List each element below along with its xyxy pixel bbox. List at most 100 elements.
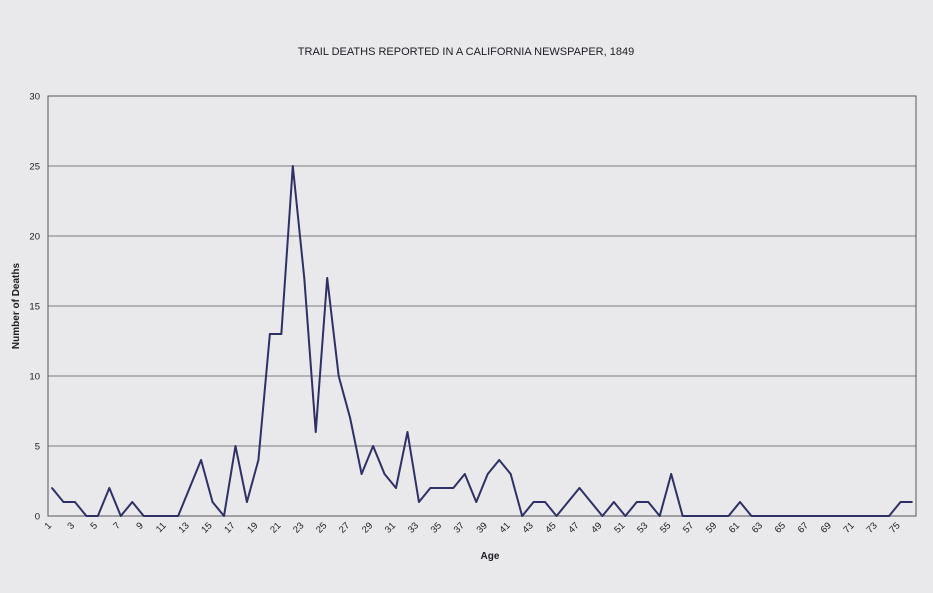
x-axis-label: Age <box>481 551 500 562</box>
x-tick-label: 41 <box>498 520 513 535</box>
x-tick-label: 9 <box>134 520 146 532</box>
data-point <box>177 515 180 517</box>
data-point <box>303 277 306 279</box>
x-tick-label: 53 <box>635 520 650 535</box>
data-point <box>372 445 374 447</box>
x-tick-label: 21 <box>268 520 283 535</box>
x-tick-label: 47 <box>566 520 581 535</box>
data-point <box>819 515 822 517</box>
x-tick-label: 39 <box>475 520 490 535</box>
data-point <box>807 515 810 517</box>
x-tick-label: 1 <box>43 520 55 532</box>
x-tick-label: 37 <box>452 520 467 535</box>
data-point <box>429 487 432 489</box>
data-point <box>521 515 524 517</box>
x-tick-label: 29 <box>360 520 375 535</box>
data-point <box>830 515 833 517</box>
data-point <box>532 501 535 503</box>
data-point <box>360 473 363 475</box>
data-point <box>337 375 340 377</box>
data-point <box>314 431 317 433</box>
data-point <box>647 501 650 503</box>
data-point <box>142 515 145 517</box>
data-point <box>280 333 283 335</box>
x-tick-label: 25 <box>314 520 329 535</box>
data-point <box>739 501 741 503</box>
data-point <box>452 487 455 489</box>
x-tick-label: 69 <box>819 520 834 535</box>
y-tick-label: 25 <box>29 162 40 173</box>
x-tick-label: 65 <box>773 520 788 535</box>
data-point <box>693 515 696 517</box>
data-point <box>911 501 913 503</box>
data-point <box>418 501 420 503</box>
data-point <box>544 501 546 503</box>
x-tick-label: 71 <box>842 520 857 535</box>
data-point <box>853 515 856 517</box>
data-point <box>658 515 661 517</box>
data-point <box>567 501 569 503</box>
data-point <box>406 431 409 433</box>
data-point <box>85 515 88 517</box>
data-point <box>475 501 478 503</box>
data-point <box>578 487 581 489</box>
x-tick-label: 75 <box>887 520 902 535</box>
data-point <box>590 501 592 503</box>
data-point <box>704 515 707 517</box>
x-tick-label: 67 <box>796 520 811 535</box>
data-point <box>383 473 386 475</box>
x-tick-label: 49 <box>589 520 604 535</box>
data-point <box>842 515 845 517</box>
data-point <box>612 501 615 503</box>
data-point <box>681 515 684 517</box>
data-point <box>440 487 443 489</box>
data-point <box>555 515 558 517</box>
data-point <box>716 515 718 517</box>
data-point <box>119 515 122 517</box>
data-point <box>268 333 271 335</box>
grid <box>48 165 916 447</box>
x-tick-label: 59 <box>704 520 719 535</box>
x-tick-label: 7 <box>111 520 123 532</box>
data-point <box>796 515 799 517</box>
data-point <box>463 473 466 475</box>
y-tick-label: 5 <box>35 442 40 453</box>
series-line-deaths <box>51 165 912 517</box>
x-tick-label: 3 <box>66 520 78 532</box>
data-point <box>865 515 868 517</box>
data-point <box>246 501 248 503</box>
data-point <box>727 515 730 517</box>
data-point <box>131 501 134 503</box>
data-point <box>670 473 673 475</box>
chart-title: TRAIL DEATHS REPORTED IN A CALIFORNIA NE… <box>298 46 634 58</box>
data-point <box>257 459 260 461</box>
data-point <box>51 487 53 489</box>
x-tick-label: 33 <box>406 520 421 535</box>
plot-area <box>47 95 917 517</box>
data-point <box>601 515 604 517</box>
data-point <box>108 487 111 489</box>
data-point <box>750 515 753 517</box>
x-tick-label: 19 <box>245 520 260 535</box>
y-tick-label: 10 <box>29 372 40 383</box>
data-point <box>96 515 99 517</box>
y-axis-label: Number of Deaths <box>11 263 22 350</box>
data-point <box>223 515 225 517</box>
x-tick-label: 57 <box>681 520 696 535</box>
data-point <box>888 515 890 517</box>
data-point <box>62 501 65 503</box>
x-tick-label: 45 <box>543 520 558 535</box>
y-tick-label: 30 <box>29 92 40 103</box>
x-tick-label: 35 <box>429 520 444 535</box>
data-point <box>349 417 352 419</box>
data-point <box>486 473 489 475</box>
data-point <box>211 501 214 503</box>
data-point <box>395 487 397 489</box>
x-tick-label: 11 <box>154 520 169 535</box>
data-point <box>165 515 168 517</box>
x-tick-label: 13 <box>176 520 191 535</box>
x-tick-label: 61 <box>727 520 742 535</box>
data-point <box>876 515 879 517</box>
x-tick-label: 51 <box>612 520 627 535</box>
